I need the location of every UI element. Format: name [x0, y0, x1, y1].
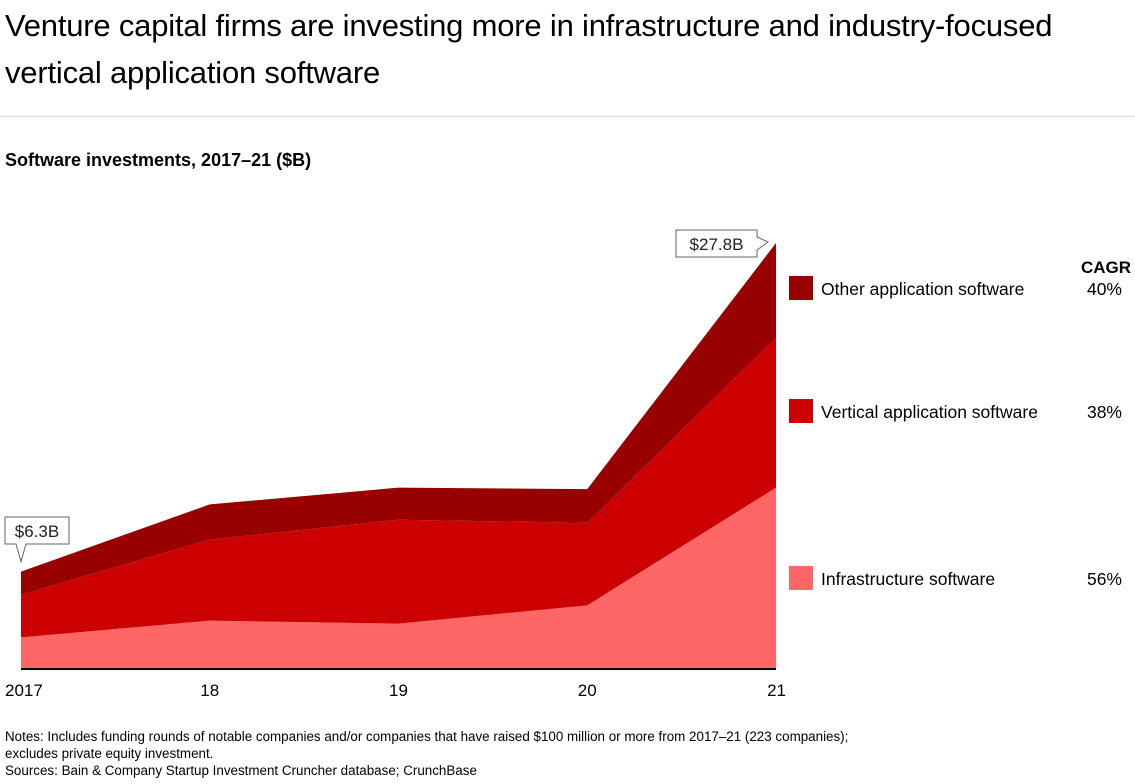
legend-header-cagr: CAGR: [1081, 258, 1131, 277]
legend-swatch: [789, 276, 813, 300]
stacked-area-chart: 2017 18 19 20 21 $6.3B $27.8B CAGR Other appl…: [4, 229, 1131, 700]
legend-label: Other application software: [821, 279, 1024, 299]
notes-line-2: excludes private equity investment.: [5, 746, 214, 761]
total-callouts: $6.3B $27.8B: [4, 229, 769, 564]
legend: CAGR Other application software 40% Vertic…: [789, 258, 1131, 590]
callout-box: [4, 516, 70, 564]
area-other-application-software: [21, 243, 776, 595]
legend-swatch: [789, 399, 813, 423]
total-callout: $27.8B: [675, 229, 769, 258]
footnotes: Notes: Includes funding rounds of notabl…: [5, 728, 848, 779]
legend-swatch: [789, 566, 813, 590]
legend-label: Vertical application software: [821, 402, 1038, 422]
callout-box: [675, 229, 769, 258]
x-tick-label: 2017: [5, 681, 43, 700]
area-infrastructure-software: [21, 487, 776, 668]
x-tick-label: 21: [767, 681, 786, 700]
divider: [0, 116, 1135, 117]
headline: Venture capital firms are investing more…: [5, 8, 1053, 90]
sources-line: Sources: Bain & Company Startup Investme…: [5, 763, 477, 778]
area-layers: [21, 243, 776, 668]
legend-cagr-value: 56%: [1087, 569, 1122, 589]
x-tick-label: 19: [389, 681, 408, 700]
legend-cagr-value: 40%: [1087, 279, 1122, 299]
notes-line-1: Notes: Includes funding rounds of notabl…: [5, 729, 849, 744]
legend-item: Infrastructure software 56%: [789, 566, 1122, 590]
area-vertical-application-software: [21, 337, 776, 638]
legend-cagr-value: 38%: [1087, 402, 1122, 422]
x-tick-label: 20: [578, 681, 597, 700]
legend-item: Other application software 40%: [789, 276, 1122, 300]
legend-label: Infrastructure software: [821, 569, 995, 589]
x-tick-label: 18: [200, 681, 219, 700]
callout-label: $27.8B: [690, 235, 744, 254]
legend-item: Vertical application software 38%: [789, 399, 1122, 423]
callout-label: $6.3B: [15, 522, 59, 541]
x-tick-labels: 2017 18 19 20 21: [5, 681, 786, 700]
total-callout: $6.3B: [4, 516, 70, 564]
chart-title: Software investments, 2017–21 ($B): [5, 150, 312, 170]
